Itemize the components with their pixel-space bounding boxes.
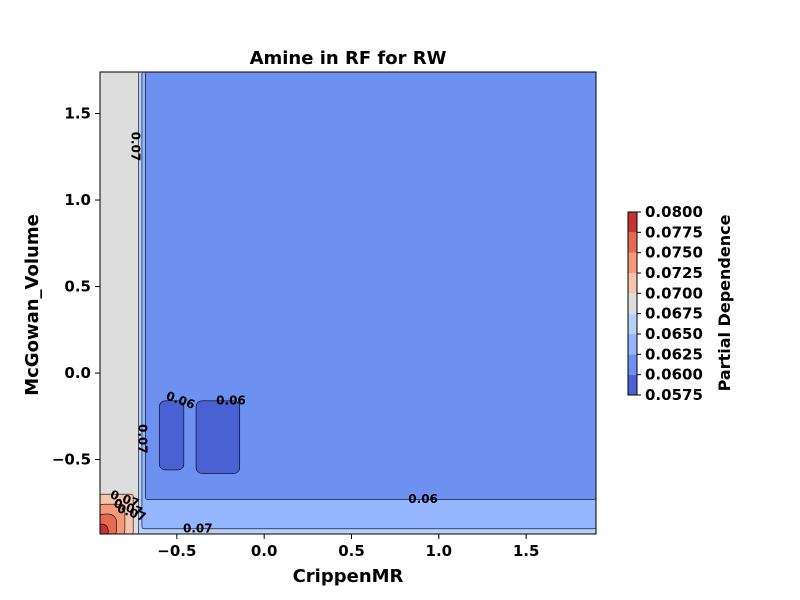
colorbar-segment bbox=[628, 232, 637, 253]
colorbar-segment bbox=[628, 354, 637, 375]
y-tick-label: 1.5 bbox=[64, 105, 91, 123]
colorbar-tick-label: 0.0575 bbox=[645, 386, 703, 404]
contour-region-dip-right bbox=[195, 400, 241, 474]
x-tick-label: 0.0 bbox=[251, 542, 278, 560]
colorbar-tick-label: 0.0750 bbox=[645, 244, 703, 262]
y-tick-label: −0.5 bbox=[52, 451, 91, 469]
contour-label: 0.06 bbox=[216, 393, 246, 407]
plot-frame bbox=[99, 71, 597, 535]
contour-label: 0.06 bbox=[408, 492, 438, 506]
colorbar-segment bbox=[628, 313, 637, 334]
x-tick-label: 1.5 bbox=[513, 542, 540, 560]
y-tick-label: 0.5 bbox=[64, 278, 91, 296]
contour-label: 0.07 bbox=[128, 132, 142, 162]
contour-label: 0.07 bbox=[135, 424, 149, 454]
x-axis: −0.5 0.0 0.5 1.0 1.5 bbox=[157, 534, 539, 560]
colorbar-tick-label: 0.0600 bbox=[645, 366, 703, 384]
colorbar-frame bbox=[627, 211, 638, 396]
x-tick-label: −0.5 bbox=[157, 542, 196, 560]
colorbar-tick-label: 0.0650 bbox=[645, 325, 703, 343]
y-tick-label: 1.0 bbox=[64, 191, 91, 209]
contour-region-plateau bbox=[145, 72, 596, 500]
colorbar-label: Partial Dependence bbox=[715, 214, 734, 391]
x-tick-label: 1.0 bbox=[426, 542, 453, 560]
colorbar-segment bbox=[628, 252, 637, 273]
colorbar-tick-label: 0.0775 bbox=[645, 223, 703, 241]
colorbar-segment bbox=[628, 212, 637, 233]
x-tick-label: 0.5 bbox=[338, 542, 365, 560]
colorbar-segment bbox=[628, 293, 637, 314]
colorbar-tick-label: 0.0725 bbox=[645, 264, 703, 282]
contour-region-corner-peak-level-3 bbox=[100, 523, 109, 534]
y-axis-label: McGowan_Volume bbox=[22, 214, 43, 396]
y-tick-label: 0.0 bbox=[64, 364, 91, 382]
plot-area: 0.070.06 0.060.070.060.070.070.070.07 bbox=[100, 72, 596, 535]
colorbar-tick-label: 0.0800 bbox=[645, 203, 703, 221]
colorbar: 0.0575 0.0600 0.0625 0.0650 0.0675 0.0700 0.07… bbox=[627, 203, 703, 404]
colorbar-tick-label: 0.0625 bbox=[645, 345, 703, 363]
colorbar-tick-label: 0.0675 bbox=[645, 305, 703, 323]
colorbar-tick-label: 0.0700 bbox=[645, 284, 703, 302]
chart-title: Amine in RF for RW bbox=[250, 48, 447, 69]
x-axis-label: CrippenMR bbox=[293, 566, 404, 587]
colorbar-segment bbox=[628, 273, 637, 294]
contour-region-dip-left bbox=[159, 400, 185, 471]
colorbar-segment bbox=[628, 334, 637, 355]
colorbar-segment bbox=[628, 374, 637, 395]
y-axis: −0.5 0.0 0.5 1.0 1.5 bbox=[52, 105, 100, 469]
contour-label: 0.07 bbox=[183, 521, 213, 535]
